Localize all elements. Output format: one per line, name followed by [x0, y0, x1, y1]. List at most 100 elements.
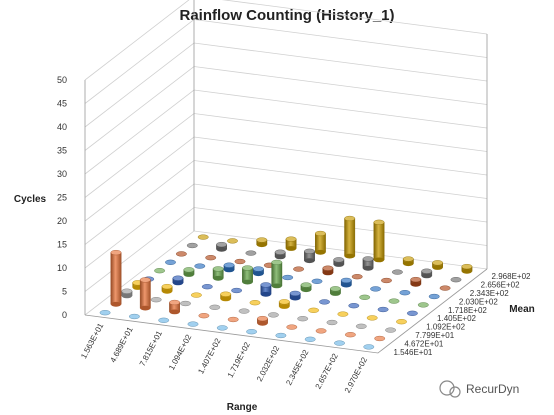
- column-mark: [300, 282, 312, 293]
- column-mark: [311, 278, 323, 284]
- y-tick-label: 15: [57, 240, 67, 250]
- column-mark: [363, 344, 375, 350]
- column-mark: [417, 302, 429, 308]
- y-tick-label: 35: [57, 146, 67, 156]
- column-mark: [285, 236, 297, 251]
- range-tick-label: 1.094E+02: [167, 333, 193, 372]
- column-mark: [169, 299, 181, 315]
- column-mark: [370, 286, 381, 292]
- column-mark: [366, 315, 378, 321]
- y-tick-label: 40: [57, 122, 67, 132]
- column-mark: [128, 313, 140, 320]
- column-mark: [110, 250, 122, 307]
- column-mark: [282, 274, 294, 281]
- mean-tick-label: 1.718E+02: [448, 306, 487, 315]
- column-mark: [238, 308, 250, 314]
- column-mark: [234, 258, 246, 265]
- column-mark: [461, 264, 473, 274]
- column-mark: [326, 319, 338, 326]
- column-mark: [161, 284, 173, 294]
- column-mark: [278, 299, 290, 309]
- column-mark: [252, 266, 264, 277]
- column-mark: [344, 332, 356, 338]
- wechat-icon-small: [449, 386, 461, 398]
- x-axis-title: Range: [227, 402, 258, 413]
- chart-title: Rainflow Counting (History_1): [180, 7, 395, 24]
- column-mark: [359, 294, 371, 300]
- watermark-text: RecurDyn: [466, 382, 519, 396]
- column-mark: [172, 275, 184, 286]
- column-mark: [334, 340, 345, 346]
- mean-tick-label: 2.656E+02: [481, 281, 520, 290]
- column-mark: [205, 255, 217, 261]
- column-mark: [154, 268, 166, 274]
- column-mark: [410, 277, 422, 287]
- watermark: RecurDyn: [439, 380, 519, 398]
- gridline: [84, 89, 488, 175]
- mean-tick-label: 1.546E+01: [393, 348, 432, 357]
- y-tick-label: 50: [57, 75, 67, 85]
- column-mark: [314, 230, 326, 255]
- column-mark: [289, 290, 301, 301]
- column-mark: [256, 237, 268, 248]
- column-mark: [227, 316, 239, 323]
- y-axis-title: Cycles: [14, 194, 47, 205]
- column-mark: [201, 284, 213, 290]
- mean-tick-label: 4.672E+01: [404, 339, 443, 348]
- column-mark: [158, 317, 170, 323]
- column-mark: [385, 327, 396, 333]
- column-mark: [212, 266, 224, 281]
- column-mark: [304, 336, 316, 342]
- column-mark: [99, 310, 111, 316]
- column-mark: [231, 287, 243, 294]
- gridline: [84, 136, 488, 222]
- column-mark: [220, 291, 232, 302]
- column-mark: [377, 306, 389, 313]
- column-mark: [344, 215, 356, 259]
- column-mark: [139, 277, 151, 311]
- column-mark: [399, 290, 411, 296]
- mean-tick-label: 7.799E+01: [415, 331, 454, 340]
- y-tick-label: 10: [57, 263, 67, 273]
- column-mark: [227, 238, 238, 244]
- range-tick-label: 2.970E+02: [343, 355, 369, 394]
- column-mark: [373, 219, 385, 263]
- column-mark: [165, 259, 176, 265]
- mean-tick-label: 1.092E+02: [426, 323, 465, 332]
- column-mark: [374, 335, 386, 342]
- gridline: [84, 160, 488, 245]
- column-mark: [209, 304, 221, 310]
- column-mark: [194, 263, 206, 269]
- column-mark: [223, 262, 235, 273]
- range-tick-label: 2.345E+02: [284, 348, 310, 387]
- column-mark: [351, 274, 363, 280]
- column-mark: [150, 297, 162, 303]
- column-mark: [198, 313, 210, 319]
- column-mark: [293, 266, 304, 272]
- gridline: [84, 19, 488, 104]
- gridline: [84, 113, 488, 198]
- column-mark: [242, 265, 253, 285]
- column-mark: [216, 242, 228, 252]
- column-mark: [190, 292, 202, 298]
- column-mark: [396, 319, 407, 325]
- column-mark: [197, 234, 209, 240]
- range-tick-label: 7.815E+01: [138, 329, 164, 368]
- column-mark: [362, 256, 374, 271]
- column-mark: [121, 288, 133, 299]
- column-mark: [249, 300, 261, 306]
- column-mark: [216, 325, 228, 331]
- mean-tick-label: 1.405E+02: [437, 314, 476, 323]
- range-tick-label: 1.563E+01: [79, 321, 105, 360]
- range-tick-label: 1.719E+02: [226, 340, 252, 379]
- column-mark: [391, 269, 403, 275]
- y-tick-label: 30: [57, 169, 67, 179]
- column-mark: [175, 251, 187, 257]
- gridline: [84, 42, 488, 128]
- gridline: [84, 0, 488, 81]
- column-mark: [402, 256, 414, 267]
- y-tick-label: 20: [57, 216, 67, 226]
- gridline: [84, 183, 488, 269]
- mean-tick-label: 2.343E+02: [470, 289, 509, 298]
